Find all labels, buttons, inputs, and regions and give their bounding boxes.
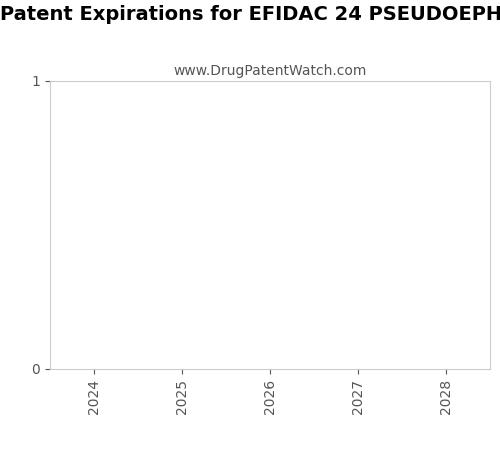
Title: www.DrugPatentWatch.com: www.DrugPatentWatch.com — [174, 64, 366, 78]
Text: Patent Expirations for EFIDAC 24 PSEUDOEPHEDRINE HYDROCHLORIDE: Patent Expirations for EFIDAC 24 PSEUDOE… — [0, 4, 500, 23]
